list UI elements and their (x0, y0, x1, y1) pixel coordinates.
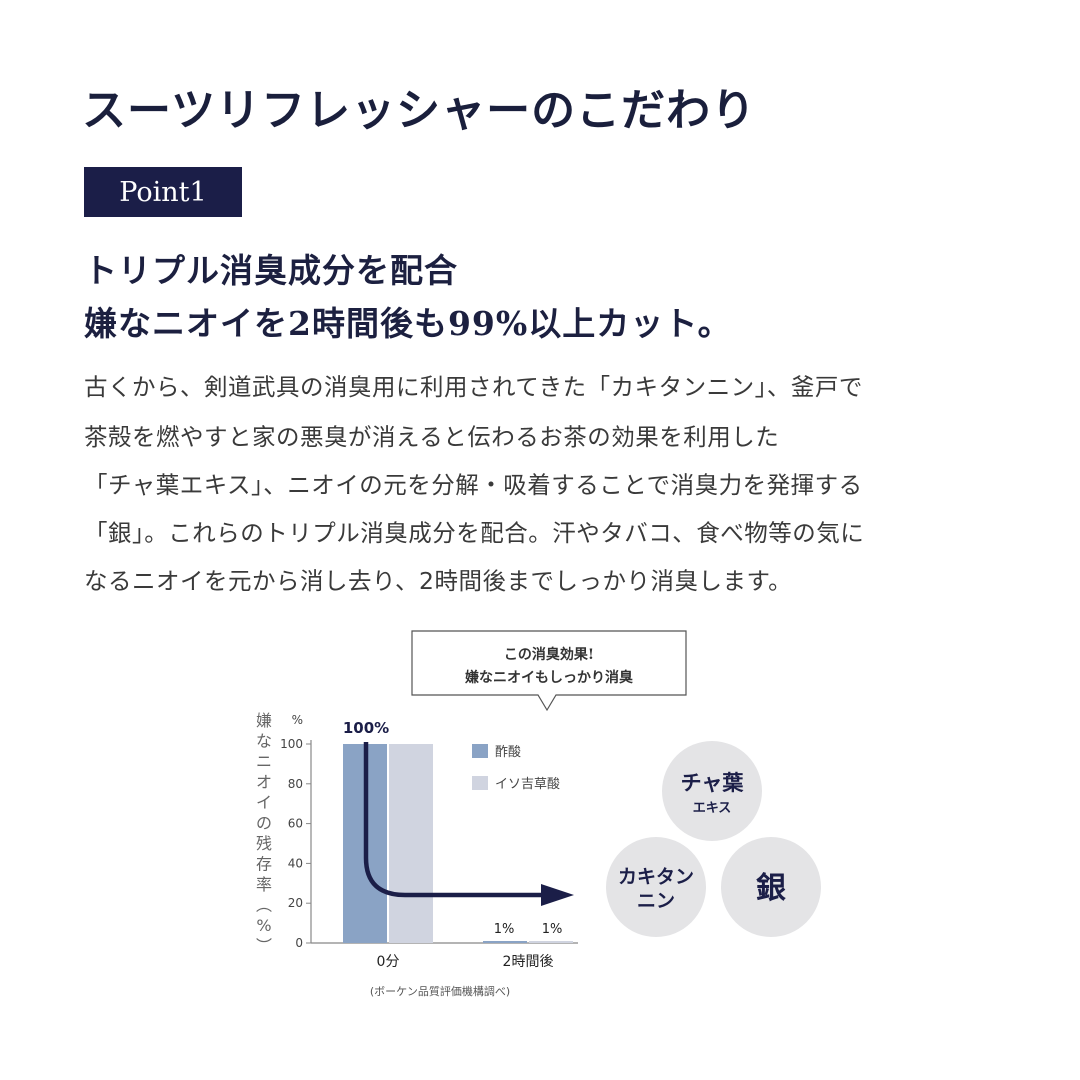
decline-arrow-head (541, 884, 574, 906)
y-tick-label: 20 (288, 896, 303, 910)
ingredient-cha-circle (662, 741, 762, 841)
ingredient-kaki-line-1: カキタン (618, 866, 694, 888)
heading-line-2: 嫌なニオイを2時間後も99%以上カット。 (84, 304, 732, 343)
point-badge: Point1 (84, 167, 242, 217)
body-line-4: 「銀」。これらのトリプル消臭成分を配合。汗やタバコ、食べ物等の気に (84, 519, 865, 547)
y-tick-label: 0 (295, 936, 303, 950)
legend-swatch-0 (472, 744, 488, 758)
bar-0-1 (389, 744, 433, 943)
y-tick-label: 40 (288, 856, 303, 870)
x-category-label: 0分 (377, 954, 400, 970)
body-line-2: 茶殻を燃やすと家の悪臭が消えると伝わるお茶の効果を利用した (84, 423, 780, 451)
ingredient-cha-line-2: エキス (693, 801, 732, 816)
value-label-2h-series1: 1% (494, 922, 515, 937)
body-line-3: 「チャ葉エキス」、ニオイの元を分解・吸着することで消臭力を発揮する (84, 471, 863, 499)
page-title: スーツリフレッシャーのこだわり (82, 85, 757, 136)
y-tick-label: 60 (288, 817, 303, 831)
ingredient-gin: 銀 (721, 837, 821, 937)
ingredient-gin-label: 銀 (756, 871, 786, 906)
bar-1-1 (529, 941, 573, 943)
body-line-1: 古くから、剣道武具の消臭用に利用されてきた「カキタンニン」、釜戸で (84, 373, 863, 401)
y-tick-label: 100 (280, 737, 303, 751)
decline-arrow-line (363, 742, 545, 898)
heading-line-1: トリプル消臭成分を配合 (84, 251, 458, 290)
ingredient-kaki-line-2: ニン (637, 890, 675, 912)
legend-label-1: イソ吉草酸 (495, 777, 560, 792)
ingredient-gin-circle (721, 837, 821, 937)
body-line-5: なるニオイを元から消し去り、2時間後までしっかり消臭します。 (84, 567, 793, 595)
ingredient-kaki: カキタン ニン (606, 837, 706, 937)
bar-1-0 (483, 941, 527, 943)
callout-line-1: この消臭効果! (504, 646, 594, 663)
x-category-label: 2時間後 (503, 954, 554, 970)
legend-label-0: 酢酸 (495, 745, 521, 760)
callout-bubble: この消臭効果! 嫌なニオイもしっかり消臭 (411, 630, 687, 712)
chart-bars (343, 744, 573, 943)
legend-swatch-1 (472, 776, 488, 790)
ingredient-cha: チャ葉 エキス (662, 741, 762, 841)
ingredient-cha-line-1: チャ葉 (681, 771, 745, 795)
value-label-0min: 100% (343, 719, 389, 737)
chart-labels: 0分 2時間後 100% 1% 1% (ボーケン品質評価機構調べ) (343, 719, 574, 998)
y-axis-label: 嫌なニオイの残存率︵% ︶ (256, 711, 272, 956)
ingredient-kaki-circle (606, 837, 706, 937)
callout-line-2: 嫌なニオイもしっかり消臭 (465, 669, 634, 686)
value-label-2h-series2: 1% (542, 922, 563, 937)
y-tick-label: 80 (288, 777, 303, 791)
y-unit-label: % (292, 713, 303, 727)
chart-axes: 0 20 40 60 80 100% 嫌なニオイの残存率︵% ︶ (256, 711, 578, 956)
source-note: (ボーケン品質評価機構調べ) (370, 984, 510, 998)
